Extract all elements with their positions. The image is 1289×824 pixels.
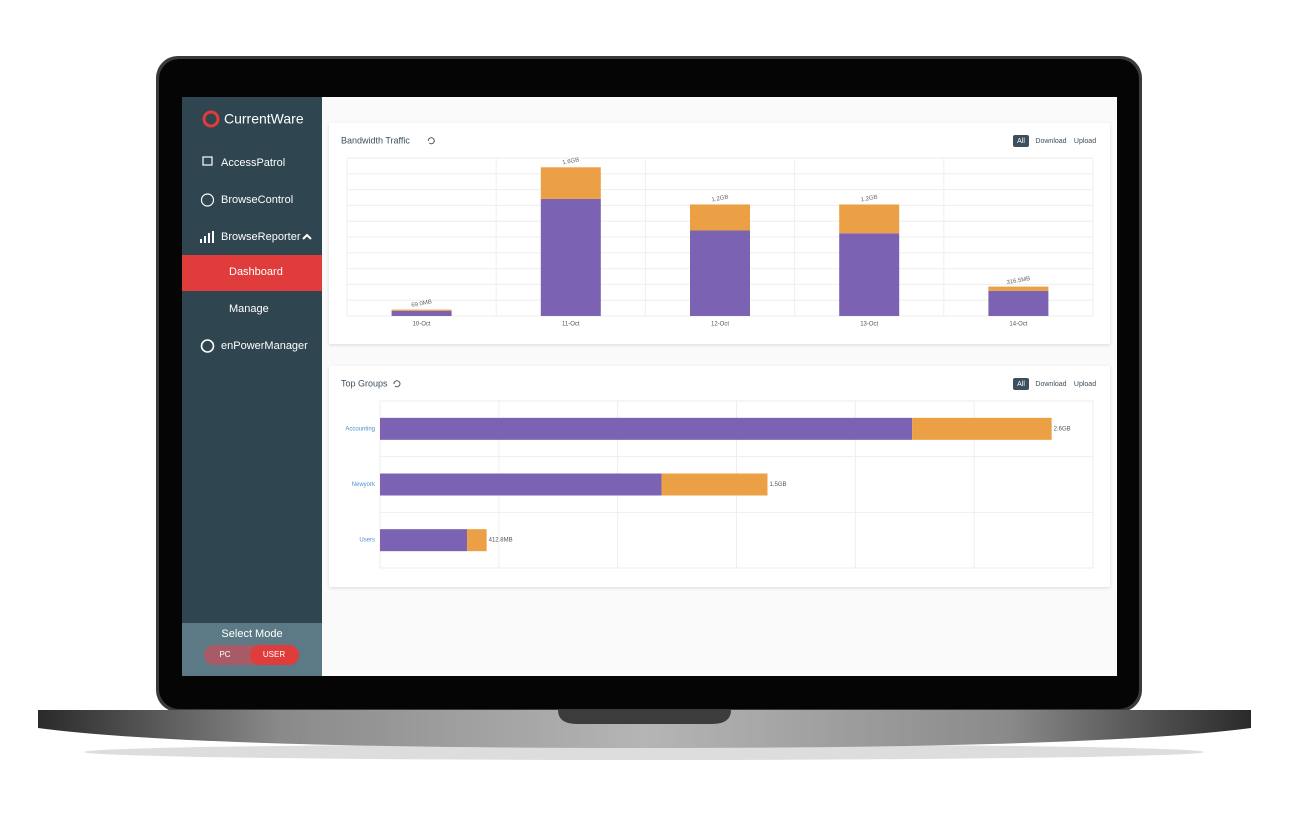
notch <box>558 710 731 724</box>
mode-title: Select Mode <box>221 628 282 640</box>
nav-item[interactable]: BrowseControl <box>221 194 293 206</box>
shadow <box>84 744 1204 760</box>
y-tick-label: Accounting <box>345 426 375 432</box>
bar-segment <box>380 473 662 496</box>
bar-segment <box>988 286 1049 291</box>
icon-chart <box>200 231 214 243</box>
sidebar <box>182 97 322 676</box>
card-title: Bandwidth Traffic <box>341 135 410 145</box>
base <box>38 710 1251 748</box>
logo <box>202 110 220 128</box>
bar-segment <box>839 233 900 316</box>
mode-active[interactable] <box>250 645 299 665</box>
y-tick-label: Users <box>359 538 375 544</box>
nav-item[interactable]: BrowseReporter <box>221 231 301 243</box>
value-label: 1.2GB <box>711 195 729 204</box>
bar-segment <box>380 529 468 552</box>
nav-item[interactable]: Manage <box>229 303 269 315</box>
icon-caret <box>302 233 312 240</box>
card-title: Top Groups <box>341 378 388 388</box>
nav-item[interactable]: enPowerManager <box>221 340 308 352</box>
value-label: 1.5GB <box>770 482 787 488</box>
mode-option[interactable]: USER <box>263 650 285 659</box>
bar-segment <box>912 417 1052 440</box>
bar-segment <box>391 309 452 311</box>
refresh-icon[interactable] <box>427 137 435 145</box>
nav-item[interactable]: Dashboard <box>229 266 283 278</box>
value-label: 1.2GB <box>860 195 878 204</box>
x-tick-label: 11-Oct <box>562 322 580 328</box>
bar-segment <box>540 167 601 199</box>
x-tick-label: 12-Oct <box>711 322 729 328</box>
bar-segment <box>380 417 913 440</box>
icon-globe <box>200 193 215 207</box>
y-tick-label: Newyork <box>352 482 376 488</box>
bar-segment <box>540 198 601 316</box>
x-tick-label: 10-Oct <box>413 322 431 328</box>
bar-segment <box>467 529 487 552</box>
bar-segment <box>839 204 900 234</box>
bar-segment <box>661 473 768 496</box>
bar-segment <box>690 204 750 231</box>
value-label: 412.8MB <box>489 538 513 544</box>
filter-button[interactable]: All <box>1017 138 1025 145</box>
bar-segment <box>690 230 750 316</box>
x-tick-label: 13-Oct <box>860 322 878 328</box>
brand: CurrentWare <box>224 111 304 127</box>
icon-lock <box>202 156 213 166</box>
refresh-icon[interactable] <box>393 380 401 388</box>
filter-button[interactable]: Upload <box>1074 138 1096 145</box>
filter-button[interactable]: Upload <box>1074 381 1096 388</box>
icon-power <box>200 339 215 353</box>
value-label: 2.6GB <box>1054 426 1071 432</box>
value-label: 69.0MB <box>411 299 432 309</box>
filter-button[interactable]: All <box>1017 381 1025 388</box>
value-label: 1.6GB <box>562 157 580 166</box>
bar-segment <box>988 290 1049 316</box>
filter-button[interactable]: Download <box>1035 381 1066 388</box>
value-label: 316.5MB <box>1006 276 1031 286</box>
bar-segment <box>391 310 452 316</box>
button-bg[interactable] <box>1013 378 1029 390</box>
mode-option[interactable]: PC <box>219 650 230 659</box>
x-tick-label: 14-Oct <box>1009 322 1027 328</box>
button-bg[interactable] <box>1013 135 1029 147</box>
filter-button[interactable]: Download <box>1035 138 1066 145</box>
active-item <box>182 255 322 291</box>
nav-item[interactable]: AccessPatrol <box>221 157 285 169</box>
